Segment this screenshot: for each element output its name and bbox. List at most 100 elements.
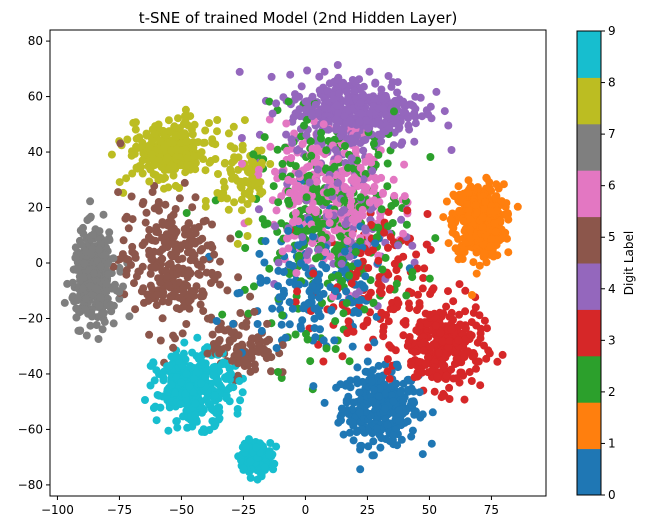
colorbar-segment: [577, 170, 601, 218]
data-point: [309, 382, 318, 391]
data-point: [401, 317, 410, 325]
data-point: [285, 320, 294, 329]
data-point: [393, 441, 402, 450]
data-point: [176, 400, 185, 409]
data-point: [426, 102, 435, 111]
data-point: [179, 120, 188, 128]
data-point: [229, 319, 238, 328]
data-point: [234, 230, 243, 239]
data-point: [375, 392, 383, 401]
data-point: [244, 217, 253, 226]
data-point: [333, 61, 342, 69]
data-point: [390, 107, 398, 116]
data-point: [92, 285, 101, 294]
data-point: [413, 372, 422, 381]
data-point: [333, 75, 342, 84]
data-point: [394, 417, 403, 425]
data-point: [295, 105, 304, 114]
data-point: [411, 119, 420, 128]
data-point: [138, 138, 147, 147]
data-point: [210, 250, 219, 259]
data-point: [383, 420, 392, 429]
data-point: [458, 255, 467, 263]
data-point: [174, 114, 182, 123]
data-point: [365, 67, 374, 76]
data-point: [426, 153, 435, 161]
data-point: [215, 403, 224, 412]
data-point: [123, 135, 132, 144]
data-point: [468, 291, 476, 299]
data-point: [330, 336, 339, 345]
data-point: [251, 365, 260, 374]
data-point: [374, 361, 383, 370]
data-point: [404, 299, 413, 308]
x-tick-label: 0: [302, 503, 310, 517]
data-point: [355, 408, 364, 417]
data-point: [449, 297, 458, 306]
data-point: [102, 279, 111, 288]
data-point: [273, 145, 282, 154]
data-point: [411, 104, 420, 113]
data-point: [242, 322, 251, 331]
data-point: [71, 243, 80, 252]
data-point: [485, 183, 494, 192]
data-point: [188, 255, 197, 264]
data-point: [177, 378, 186, 387]
data-point: [285, 188, 294, 197]
data-point: [197, 148, 206, 157]
data-point: [182, 224, 191, 233]
data-point: [201, 373, 210, 381]
data-point: [138, 262, 147, 271]
data-point: [88, 245, 97, 254]
data-point: [362, 116, 371, 125]
data-point: [173, 423, 182, 432]
data-point: [327, 273, 336, 282]
data-point: [92, 321, 101, 329]
x-tick-label: 50: [422, 503, 437, 517]
data-point: [318, 260, 327, 269]
data-point: [244, 164, 253, 173]
data-point: [332, 101, 341, 110]
data-point: [303, 66, 312, 75]
data-point: [368, 377, 376, 386]
data-point: [105, 228, 114, 237]
data-point: [159, 175, 168, 183]
data-point: [233, 239, 242, 248]
data-point: [267, 367, 275, 376]
data-point: [166, 259, 175, 268]
data-point: [228, 356, 237, 365]
data-point: [236, 396, 245, 405]
data-point: [193, 260, 202, 269]
data-point: [236, 182, 245, 191]
data-point: [169, 162, 178, 171]
data-point: [222, 392, 231, 400]
x-axis: −100 −75 −50 −25 0 25 50 75: [41, 496, 499, 517]
data-point: [101, 251, 110, 260]
data-point: [291, 298, 300, 307]
data-point: [311, 100, 320, 109]
data-point: [246, 340, 255, 349]
data-point: [384, 72, 393, 80]
data-point: [205, 158, 214, 167]
data-point: [476, 329, 485, 338]
data-point: [329, 95, 338, 104]
data-point: [189, 143, 198, 152]
data-point: [345, 271, 354, 280]
data-point: [348, 76, 357, 84]
data-point: [445, 383, 454, 392]
data-point: [413, 306, 421, 315]
data-point: [208, 139, 217, 148]
data-point: [399, 396, 408, 405]
data-point: [327, 187, 336, 196]
data-point: [185, 382, 194, 391]
data-point: [296, 259, 305, 268]
data-point: [203, 241, 212, 250]
data-point: [233, 409, 242, 418]
data-point: [323, 87, 332, 95]
data-point: [356, 163, 365, 172]
data-point: [72, 304, 81, 313]
data-point: [265, 264, 274, 273]
data-point: [467, 377, 476, 385]
data-point: [197, 404, 206, 412]
